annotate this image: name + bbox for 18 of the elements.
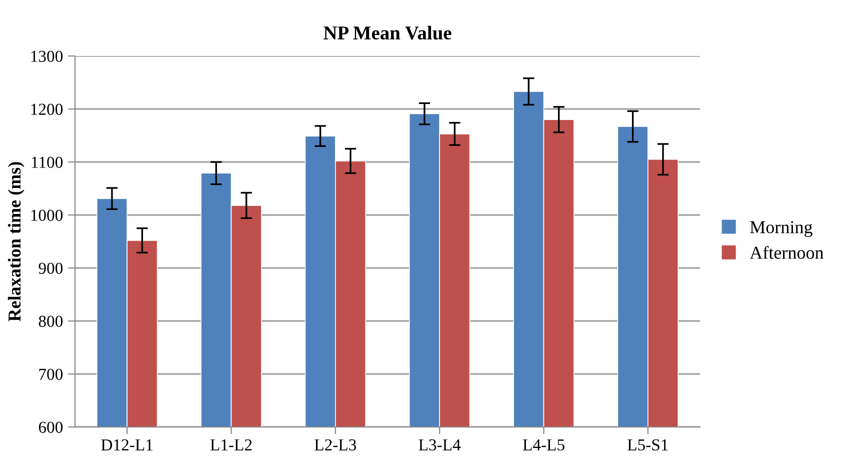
x-tick-label: L4-L5: [522, 439, 564, 451]
legend-label: Afternoon: [750, 246, 824, 259]
x-tick-label: L3-L4: [418, 439, 461, 451]
y-tick-label: 700: [39, 368, 63, 380]
y-tick-label: 1100: [32, 156, 63, 168]
x-tick-label: L2-L3: [314, 439, 356, 451]
y-tick-label: 900: [38, 262, 63, 274]
legend-label: Morning: [750, 221, 812, 238]
y-tick-label: 600: [38, 422, 63, 433]
x-tick-label: L1-L2: [210, 439, 252, 450]
y-tick-label: 1300: [31, 50, 63, 62]
x-tick-label: L5-S1: [628, 439, 668, 451]
y-axis-title: Relaxation time (ms): [8, 162, 24, 322]
x-tick-label: D12-L1: [101, 439, 152, 450]
y-tick-label: 1200: [31, 104, 63, 115]
y-tick-label: 800: [38, 316, 63, 327]
chart-title: NP Mean Value: [324, 26, 452, 40]
y-tick-label: 1000: [31, 210, 63, 221]
